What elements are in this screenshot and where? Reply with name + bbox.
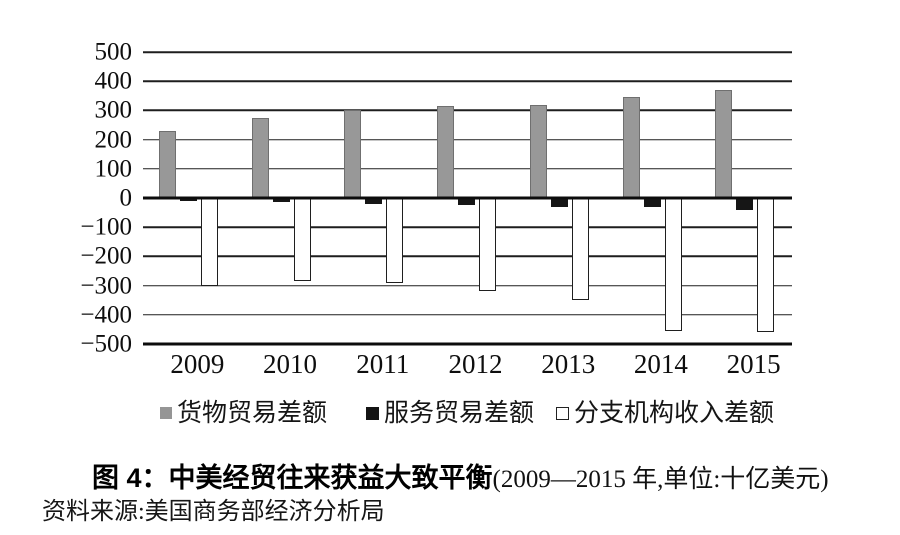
year-group-2011 [328, 52, 421, 344]
legend-label-services: 服务贸易差额 [384, 399, 535, 427]
legend-label-goods: 货物贸易差额 [177, 399, 328, 427]
services-bar-2015 [736, 198, 754, 210]
branch-bar-2013 [571, 198, 589, 301]
gridline--400 [143, 314, 792, 316]
legend-item-goods: 货物贸易差额 [160, 398, 327, 428]
branch-bar-2010 [293, 198, 311, 282]
x-tick-label-2015: 2015 [726, 349, 781, 379]
branch-series-marker-icon [556, 406, 569, 420]
legend-item-branch: 分支机构收入差额 [556, 398, 774, 428]
y-tick-label-500: 500 [94, 38, 133, 66]
y-tick-label-400: 400 [94, 67, 133, 95]
y-tick-label--400: −400 [80, 301, 132, 329]
y-tick-label--100: −100 [80, 213, 132, 241]
y-tick-label-300: 300 [94, 96, 133, 124]
axis-zero-line [143, 196, 792, 200]
year-group-2014 [607, 52, 700, 344]
gridline-100 [143, 168, 792, 170]
branch-bar-2009 [201, 198, 218, 286]
y-tick-label-0: 0 [119, 184, 133, 212]
goods-bar-2015 [715, 89, 733, 198]
x-tick-label-2011: 2011 [356, 349, 410, 379]
gridline--300 [143, 284, 792, 287]
gridline-300 [143, 109, 792, 112]
year-group-2013 [514, 52, 607, 344]
figure-number: 图 4： [92, 463, 169, 493]
branch-bar-2012 [479, 198, 497, 292]
gridline-500 [143, 51, 792, 53]
services-series-marker-icon [366, 406, 379, 420]
legend-label-branch: 分支机构收入差额 [574, 399, 775, 427]
gridline-400 [143, 80, 792, 82]
gridline--500 [143, 342, 792, 346]
x-tick-label-2012: 2012 [448, 349, 503, 379]
goods-bar-2009 [159, 130, 176, 198]
goods-bar-2014 [622, 97, 640, 198]
legend-item-services: 服务贸易差额 [366, 398, 534, 428]
branch-bar-2014 [664, 198, 682, 331]
gridline--200 [143, 255, 792, 258]
goods-bar-2013 [529, 104, 547, 198]
gridline--100 [143, 226, 792, 228]
figure-note: (2009—2015 年,单位:十亿美元) [492, 466, 829, 493]
x-tick-label-2009: 2009 [170, 349, 225, 379]
goods-series-marker-icon [160, 407, 172, 419]
y-tick-label--300: −300 [80, 272, 132, 300]
x-tick-label-2013: 2013 [541, 349, 596, 379]
goods-bar-2012 [437, 106, 455, 198]
source-line: 资料来源:美国商务部经济分析局 [42, 499, 385, 525]
x-axis: 2009 2010 2011 2012 2013 2014 2015 [0, 351, 900, 383]
y-axis: 500 400 300 200 100 0 −100 −200 −300 −400 −500 [0, 40, 133, 357]
y-tick-label-200: 200 [94, 126, 133, 154]
x-tick-label-2010: 2010 [263, 349, 318, 379]
plot-area [143, 51, 792, 346]
y-tick-label-100: 100 [94, 155, 133, 183]
x-tick-label-2014: 2014 [633, 349, 688, 379]
y-tick-label--200: −200 [80, 242, 132, 270]
branch-bar-2011 [386, 198, 404, 283]
goods-bar-2010 [251, 117, 269, 198]
gridline-200 [143, 138, 792, 141]
year-group-2015 [699, 52, 792, 344]
figure-caption: 图 4：中美经贸往来获益大致平衡(2009—2015 年,单位:十亿美元) [92, 456, 829, 495]
y-tick-label--500: −500 [80, 330, 132, 358]
branch-bar-2015 [757, 198, 775, 333]
goods-bar-2011 [344, 110, 362, 198]
year-group-2009 [143, 52, 236, 344]
figure-title: 中美经贸往来获益大致平衡 [168, 463, 493, 493]
